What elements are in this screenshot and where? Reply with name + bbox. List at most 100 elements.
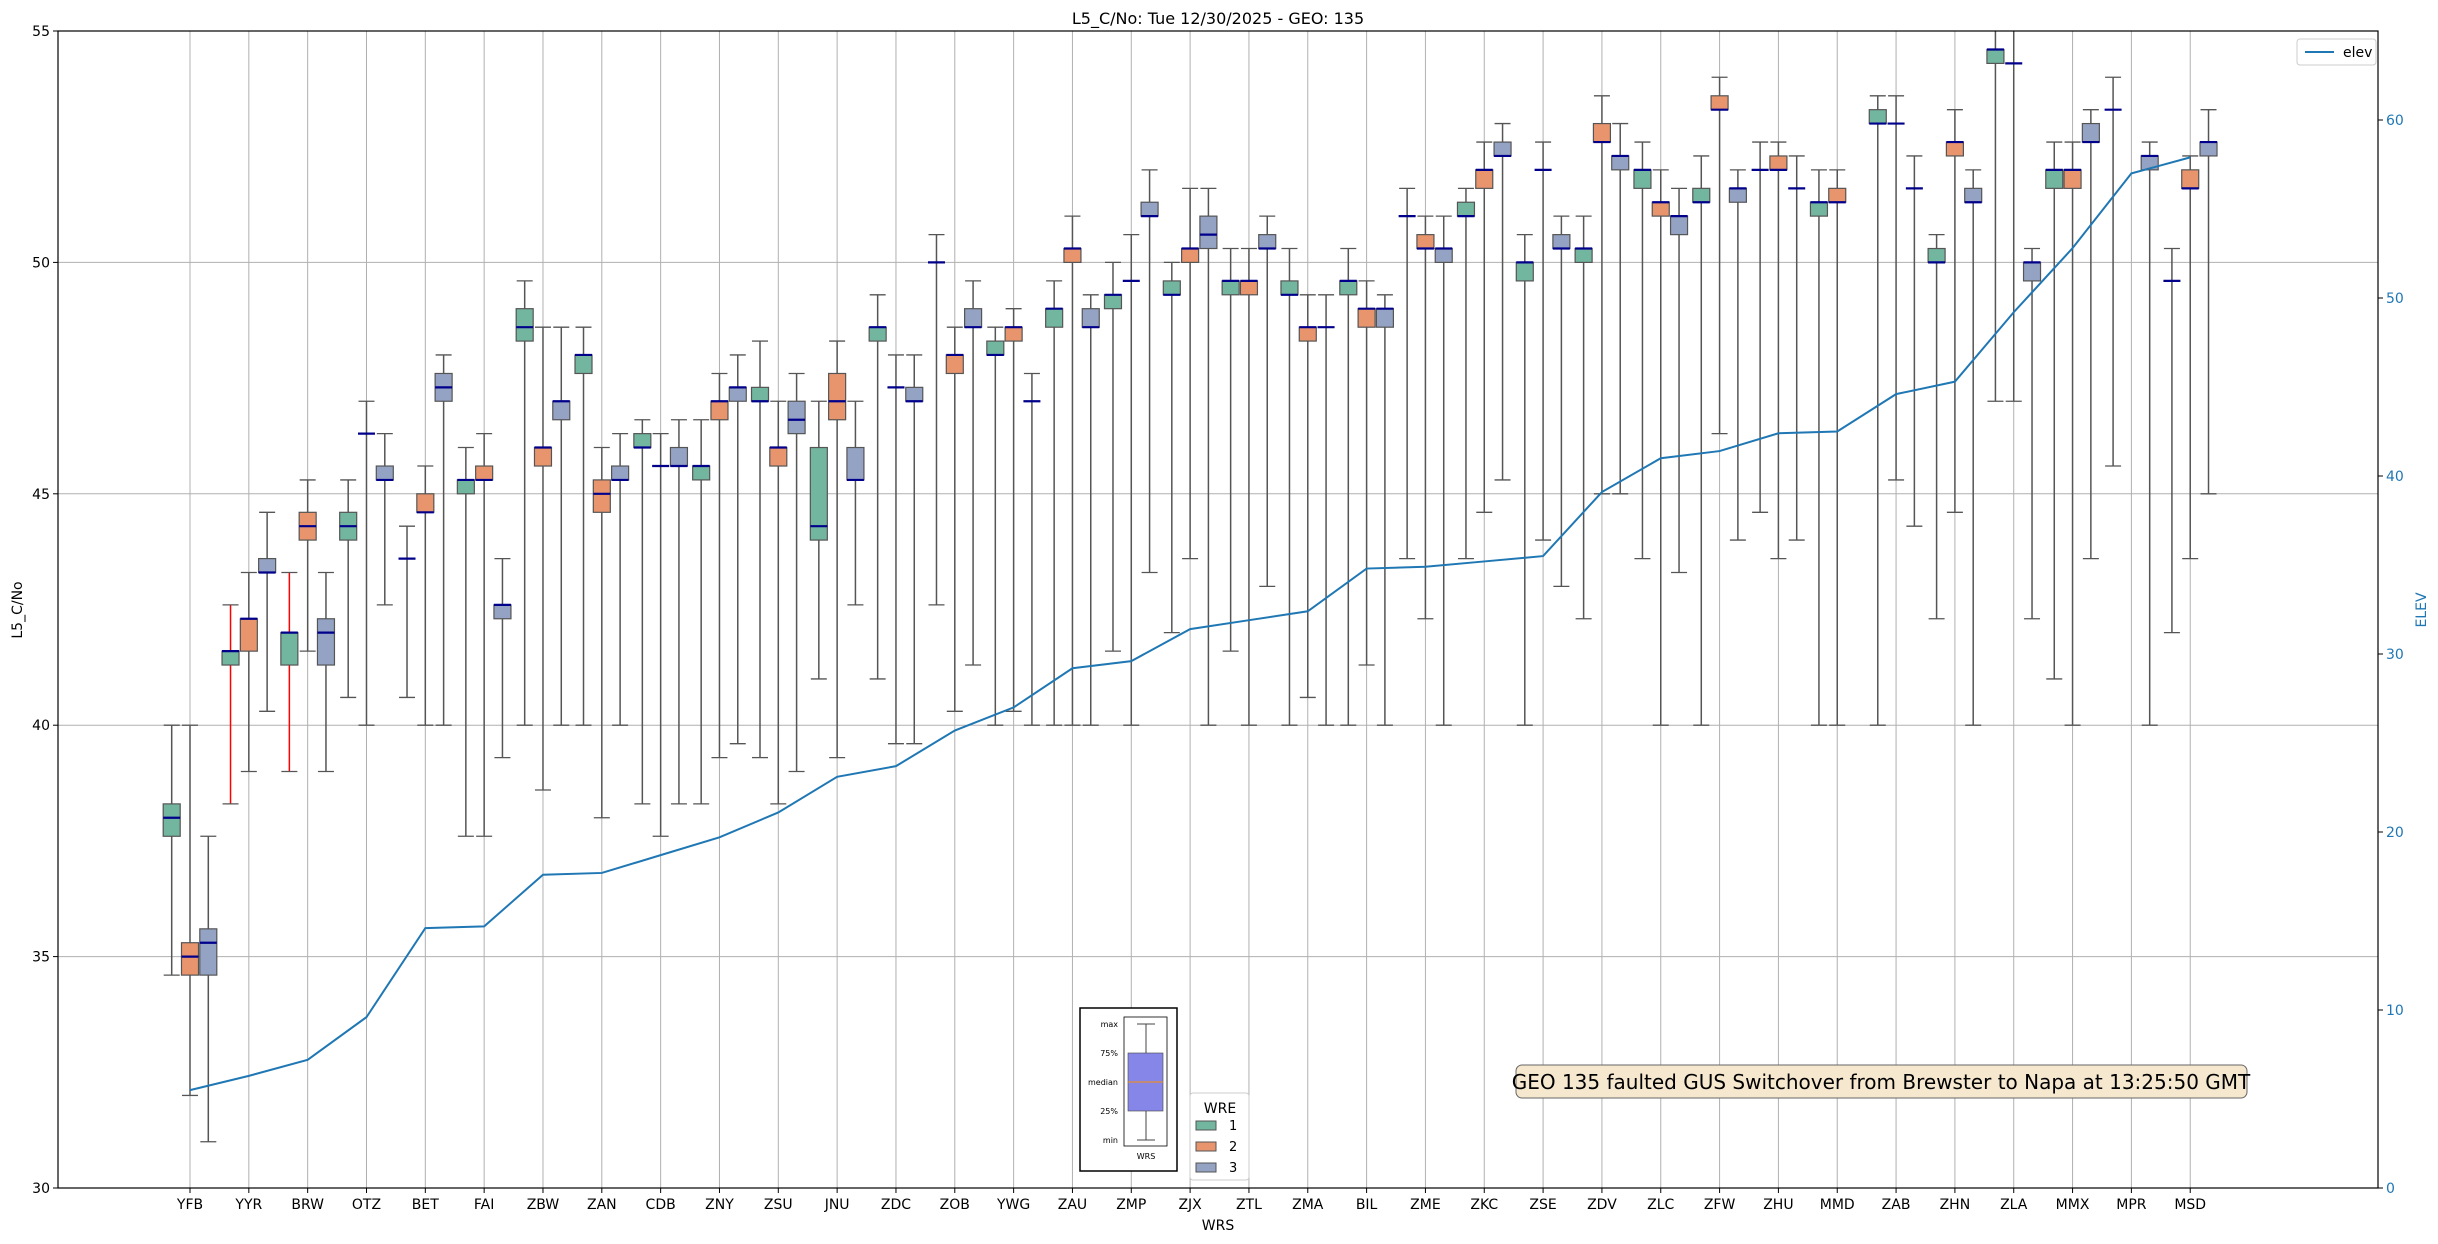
iqr-box xyxy=(1222,281,1239,295)
x-tick-label-zme: ZME xyxy=(1410,1197,1441,1213)
iqr-box xyxy=(869,327,886,341)
key-xlabel: WRS xyxy=(1137,1152,1156,1161)
y-tick-label: 50 xyxy=(32,255,50,271)
iqr-box xyxy=(553,401,570,420)
iqr-box xyxy=(1869,110,1886,124)
iqr-box xyxy=(281,633,298,665)
iqr-box xyxy=(1612,156,1629,170)
iqr-box xyxy=(182,943,199,975)
iqr-box xyxy=(1064,249,1081,263)
iqr-box xyxy=(259,559,276,573)
iqr-box xyxy=(1829,188,1846,202)
x-tick-label-ztl: ZTL xyxy=(1236,1197,1262,1213)
iqr-box xyxy=(494,605,511,619)
x-tick-label-zbw: ZBW xyxy=(527,1197,560,1213)
wre-legend-label-2: 2 xyxy=(1229,1140,1237,1155)
iqr-box xyxy=(534,448,551,467)
iqr-box xyxy=(516,309,533,341)
wre-legend-swatch-2 xyxy=(1196,1142,1216,1151)
x-tick-label-zdc: ZDC xyxy=(881,1197,911,1213)
x-tick-label-zma: ZMA xyxy=(1292,1197,1324,1213)
iqr-box xyxy=(1376,309,1393,328)
y2-tick-label: 30 xyxy=(2386,647,2404,663)
x-tick-label-zhu: ZHU xyxy=(1763,1197,1793,1213)
iqr-box xyxy=(1340,281,1357,295)
boxplot-key-inset: max 75% median 25% min WRS xyxy=(1080,1008,1177,1171)
iqr-box xyxy=(693,466,710,480)
iqr-box xyxy=(711,401,728,420)
x-tick-label-jnu: JNU xyxy=(824,1197,850,1213)
x-tick-label-zfw: ZFW xyxy=(1704,1197,1736,1213)
iqr-box xyxy=(575,355,592,374)
iqr-box xyxy=(1240,281,1257,295)
iqr-box xyxy=(2046,170,2063,189)
y-tick-label: 35 xyxy=(32,950,50,966)
elev-legend: elev xyxy=(2297,39,2376,65)
iqr-box xyxy=(1494,142,1511,156)
x-tick-label-zhn: ZHN xyxy=(1940,1197,1971,1213)
y-axis-label: L5_C/No xyxy=(10,581,26,638)
iqr-box xyxy=(1652,202,1669,216)
iqr-box xyxy=(1163,281,1180,295)
iqr-box xyxy=(1634,170,1651,189)
iqr-box xyxy=(670,448,687,467)
iqr-box xyxy=(317,619,334,665)
iqr-box xyxy=(1104,295,1121,309)
iqr-box xyxy=(1575,249,1592,263)
iqr-box xyxy=(163,804,180,836)
iqr-box xyxy=(1417,235,1434,249)
x-tick-label-ywg: YWG xyxy=(996,1197,1030,1213)
annotation-text: GEO 135 faulted GUS Switchover from Brew… xyxy=(1512,1070,2251,1094)
iqr-box xyxy=(770,448,787,467)
x-tick-label-brw: BRW xyxy=(291,1197,324,1213)
iqr-box xyxy=(1299,327,1316,341)
iqr-box xyxy=(1593,124,1610,143)
iqr-box xyxy=(593,480,610,512)
x-tick-label-zdv: ZDV xyxy=(1587,1197,1617,1213)
y-tick-label: 30 xyxy=(32,1181,50,1197)
x-tick-label-mpr: MPR xyxy=(2116,1197,2147,1213)
iqr-box xyxy=(1182,249,1199,263)
iqr-box xyxy=(1810,202,1827,216)
x-tick-label-msd: MSD xyxy=(2174,1197,2206,1213)
x-tick-label-zob: ZOB xyxy=(940,1197,970,1213)
y2-tick-label: 10 xyxy=(2386,1003,2404,1019)
iqr-box xyxy=(752,387,769,401)
iqr-box xyxy=(1928,249,1945,263)
iqr-box xyxy=(1082,309,1099,328)
wre-legend-label-1: 1 xyxy=(1229,1119,1237,1134)
x-tick-label-zla: ZLA xyxy=(2000,1197,2028,1213)
x-tick-label-zab: ZAB xyxy=(1882,1197,1911,1213)
key-min: min xyxy=(1103,1136,1118,1145)
iqr-box xyxy=(222,651,239,665)
x-tick-label-zlc: ZLC xyxy=(1647,1197,1674,1213)
y-tick-label: 40 xyxy=(32,718,50,734)
x-tick-label-zau: ZAU xyxy=(1058,1197,1087,1213)
y2-tick-label: 60 xyxy=(2386,113,2404,129)
iqr-box xyxy=(200,929,217,975)
x-tick-label-mmd: MMD xyxy=(1820,1197,1855,1213)
iqr-box xyxy=(612,466,629,480)
y-tick-label: 45 xyxy=(32,487,50,503)
iqr-box xyxy=(906,387,923,401)
x-tick-label-bet: BET xyxy=(412,1197,439,1213)
key-q3: 75% xyxy=(1100,1049,1118,1058)
iqr-box xyxy=(1005,327,1022,341)
wre-legend-swatch-3 xyxy=(1196,1163,1216,1172)
iqr-box xyxy=(1711,96,1728,110)
iqr-box xyxy=(2024,262,2041,281)
iqr-box xyxy=(1987,50,2004,64)
iqr-box xyxy=(729,387,746,401)
iqr-box xyxy=(1476,170,1493,189)
iqr-box xyxy=(788,401,805,433)
x-tick-label-zsu: ZSU xyxy=(764,1197,793,1213)
iqr-box xyxy=(476,466,493,480)
iqr-box xyxy=(1141,202,1158,216)
y2-tick-label: 50 xyxy=(2386,291,2404,307)
iqr-box xyxy=(2082,124,2099,143)
iqr-box xyxy=(1200,216,1217,248)
y-tick-label: 55 xyxy=(32,24,50,40)
iqr-box xyxy=(987,341,1004,355)
iqr-box xyxy=(417,494,434,513)
